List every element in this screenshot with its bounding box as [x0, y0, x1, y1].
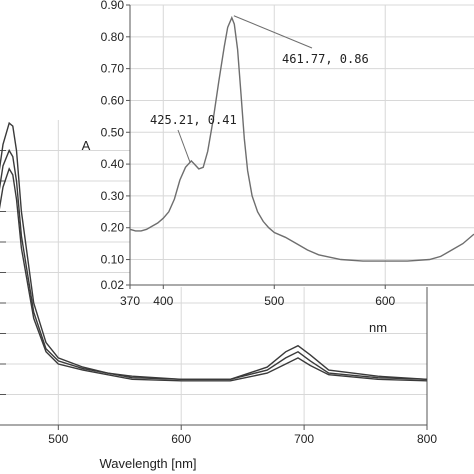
inset-y-tick-label: 0.70: [101, 62, 125, 76]
main-x-tick-label: 700: [294, 432, 314, 446]
inset-y-axis-label: A: [82, 138, 91, 153]
annotation-leader-line: [177, 129, 191, 164]
main-series-line-2: [0, 148, 428, 380]
annotation-label: 425.21, 0.41: [150, 113, 237, 127]
inset-y-tick-label: 0.02: [101, 278, 125, 292]
main-x-axis-label: Wavelength [nm]: [99, 456, 196, 471]
main-series-line-1: [0, 121, 428, 380]
inset-x-tick-label: 500: [264, 294, 284, 308]
inset-x-tick-label: 400: [153, 294, 173, 308]
inset-chart: 0.02 0.10 0.20 0.30 0.40 0.50 0.60 0.70 0.80 0.90…: [82, 0, 474, 335]
inset-y-tick-label: 0.80: [101, 30, 125, 44]
main-x-tick-label: 500: [48, 432, 68, 446]
inset-y-tick-label: 0.50: [101, 125, 125, 139]
inset-series-line: [129, 15, 474, 262]
inset-y-tick-label: 0.10: [101, 253, 125, 267]
inset-x-tick-label: 370: [120, 294, 140, 308]
annotation-label: 461.77, 0.86: [282, 52, 369, 66]
inset-background: [130, 0, 474, 287]
inset-y-tick-label: 0.40: [101, 157, 125, 171]
inset-y-tick-label: 0.90: [101, 0, 125, 12]
annotation-leader-line: [233, 15, 313, 49]
inset-y-tick-label: 0.20: [101, 221, 125, 235]
main-series-line-3: [0, 167, 428, 382]
inset-x-tick-label: 600: [375, 294, 395, 308]
main-x-tick-label: 600: [171, 432, 191, 446]
inset-y-tick-label: 0.30: [101, 189, 125, 203]
main-x-tick-label: 800: [417, 432, 437, 446]
inset-x-axis-label: nm: [369, 320, 387, 335]
inset-y-tick-label: 0.60: [101, 93, 125, 107]
